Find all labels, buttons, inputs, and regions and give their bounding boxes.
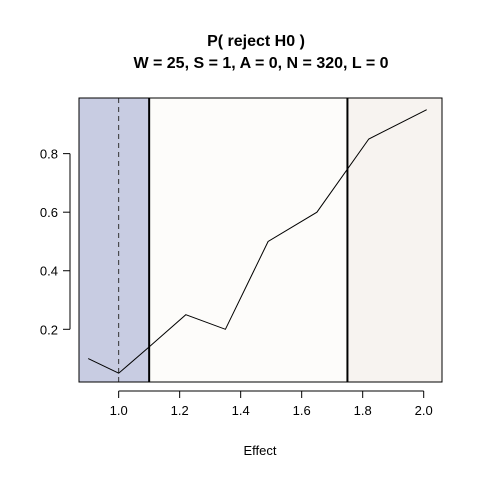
chart-title: P( reject H0 ): [207, 33, 305, 50]
x-axis-label: Effect: [243, 443, 276, 458]
x-tick-label: 2.0: [415, 403, 433, 418]
x-tick-label: 1.8: [354, 403, 372, 418]
x-tick-label: 1.2: [171, 403, 189, 418]
series-group: [87, 109, 427, 374]
x-tick-label: 1.0: [110, 403, 128, 418]
y-tick-label: 0.2: [40, 322, 58, 337]
region-0: [79, 98, 150, 382]
plot-frame: [78, 97, 443, 383]
reference-lines: [118, 98, 349, 382]
x-axis: 1.0 1.2 1.4 1.6 1.8 2.0: [110, 390, 433, 418]
y-tick-label: 0.6: [40, 205, 58, 220]
y-tick-label: 0.8: [40, 147, 58, 162]
shaded-regions: [79, 98, 442, 382]
y-tick-label: 0.4: [40, 264, 58, 279]
chart-subtitle: W = 25, S = 1, A = 0, N = 320, L = 0: [133, 55, 388, 72]
y-axis: 0.2 0.4 0.6 0.8: [40, 147, 71, 337]
region-1: [149, 98, 348, 382]
region-2: [347, 98, 442, 382]
series-line-0: [87, 109, 427, 374]
x-tick-label: 1.4: [232, 403, 250, 418]
x-tick-label: 1.6: [293, 403, 311, 418]
